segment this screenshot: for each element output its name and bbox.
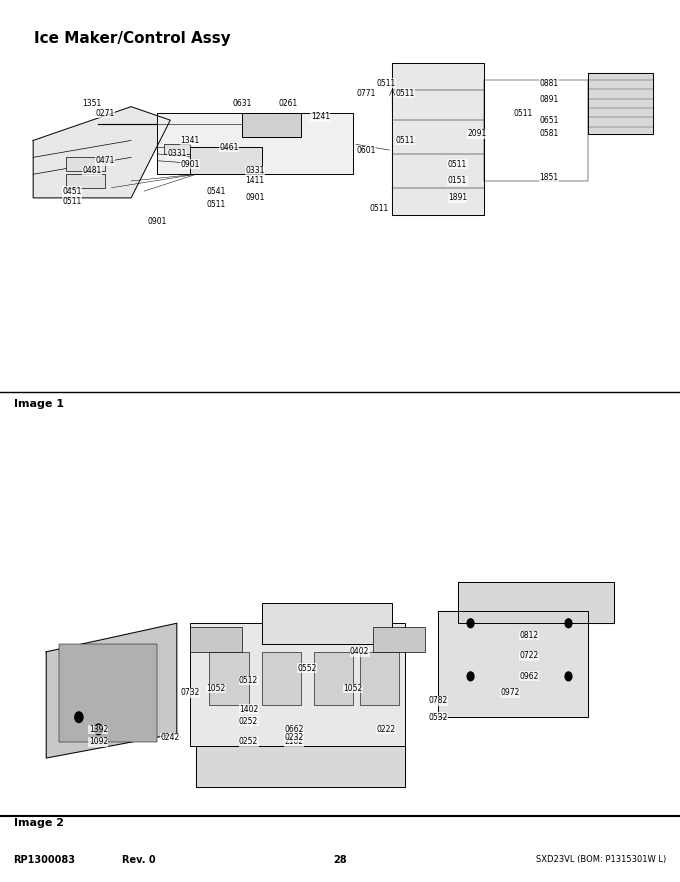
Text: 0511: 0511	[396, 89, 415, 98]
Text: 0252: 0252	[239, 737, 258, 746]
Text: 0232: 0232	[285, 733, 304, 742]
Text: SXD23VL (BOM: P1315301W L): SXD23VL (BOM: P1315301W L)	[536, 856, 666, 864]
Bar	[242, 114, 301, 137]
Text: 0511: 0511	[448, 160, 467, 168]
Text: 0451: 0451	[63, 187, 82, 196]
Text: 1052: 1052	[206, 684, 226, 693]
Bar	[164, 144, 190, 154]
Text: 0532: 0532	[428, 713, 447, 721]
Text: 0511: 0511	[206, 200, 226, 209]
Text: 2102: 2102	[285, 737, 304, 746]
Text: 1241: 1241	[311, 112, 330, 122]
Text: 0552: 0552	[298, 663, 317, 673]
Text: 0511: 0511	[376, 78, 395, 87]
Text: 0511: 0511	[63, 197, 82, 206]
Text: 1392: 1392	[89, 725, 108, 734]
Text: 1402: 1402	[239, 705, 258, 714]
Text: 1411: 1411	[245, 176, 265, 185]
Bar	[209, 652, 249, 705]
Text: 2091: 2091	[467, 129, 487, 138]
Text: 0601: 0601	[356, 146, 376, 155]
Text: 0651: 0651	[539, 116, 558, 124]
Text: 0151: 0151	[448, 176, 467, 185]
Bar	[262, 603, 392, 644]
Text: 0242: 0242	[160, 733, 180, 742]
Text: 1092: 1092	[89, 737, 108, 746]
Bar	[262, 652, 301, 705]
Text: 0972: 0972	[500, 688, 520, 697]
Text: Rev. 0: Rev. 0	[122, 855, 156, 865]
Text: 0901: 0901	[245, 193, 265, 202]
Polygon shape	[157, 114, 353, 175]
Text: Ice Maker/Control Assy: Ice Maker/Control Assy	[34, 31, 231, 46]
Polygon shape	[588, 73, 653, 134]
Text: 0541: 0541	[206, 187, 226, 196]
Text: 0261: 0261	[278, 99, 297, 108]
Text: 0631: 0631	[233, 99, 252, 108]
Text: RP1300083: RP1300083	[14, 855, 75, 865]
Text: 0812: 0812	[520, 631, 539, 640]
Circle shape	[95, 724, 103, 735]
Text: 0901: 0901	[180, 160, 199, 168]
Text: 0722: 0722	[520, 652, 539, 661]
Text: 1351: 1351	[82, 99, 101, 108]
Circle shape	[75, 712, 83, 722]
Text: 0881: 0881	[539, 78, 558, 87]
Circle shape	[467, 672, 474, 681]
Text: 0252: 0252	[239, 717, 258, 726]
Text: 0732: 0732	[180, 688, 199, 697]
Text: 1341: 1341	[180, 136, 199, 145]
Circle shape	[565, 672, 572, 681]
Polygon shape	[438, 611, 588, 717]
Text: 1891: 1891	[448, 193, 467, 202]
Polygon shape	[458, 582, 614, 624]
Text: 0782: 0782	[428, 697, 447, 706]
Polygon shape	[197, 746, 405, 787]
Text: 0271: 0271	[95, 108, 115, 118]
Text: 28: 28	[333, 855, 347, 865]
Bar	[66, 175, 105, 188]
Text: 0662: 0662	[285, 725, 304, 734]
Text: Image 2: Image 2	[14, 818, 64, 828]
Text: 0962: 0962	[520, 672, 539, 681]
Polygon shape	[46, 624, 177, 758]
Text: 0581: 0581	[539, 129, 558, 138]
Text: 1851: 1851	[539, 173, 558, 182]
Bar	[360, 652, 398, 705]
Text: 0471: 0471	[95, 156, 115, 165]
Text: 0891: 0891	[539, 95, 558, 104]
Text: 0481: 0481	[82, 167, 101, 176]
Text: 0331: 0331	[245, 167, 265, 176]
Text: 0771: 0771	[356, 89, 376, 98]
Circle shape	[467, 619, 474, 628]
Text: 0511: 0511	[396, 136, 415, 145]
Text: Image 1: Image 1	[14, 399, 64, 408]
Text: 0511: 0511	[369, 204, 389, 213]
Text: 0512: 0512	[239, 676, 258, 685]
Bar	[66, 157, 105, 171]
Circle shape	[565, 619, 572, 628]
Bar	[190, 147, 262, 175]
Bar	[190, 627, 242, 652]
Text: 0222: 0222	[376, 725, 395, 734]
Bar	[190, 624, 405, 746]
Text: 0402: 0402	[350, 647, 369, 656]
Bar	[59, 644, 157, 742]
Polygon shape	[392, 63, 483, 215]
Text: 0461: 0461	[220, 143, 239, 152]
Bar	[373, 627, 425, 652]
Text: 0901: 0901	[148, 217, 167, 226]
Text: 0331: 0331	[167, 149, 186, 159]
Bar	[314, 652, 353, 705]
Polygon shape	[33, 107, 170, 198]
Text: 0511: 0511	[513, 108, 532, 118]
Text: 1052: 1052	[343, 684, 362, 693]
